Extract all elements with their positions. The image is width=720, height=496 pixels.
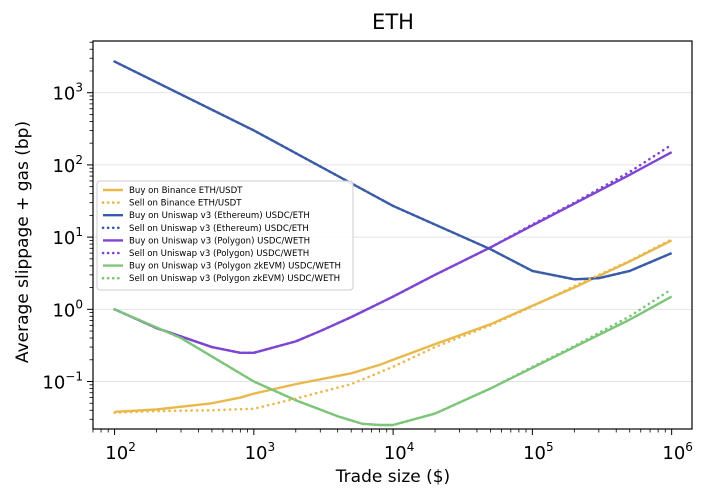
x-tick-label: 105 xyxy=(523,440,554,464)
series-line-2-dotted xyxy=(113,238,673,414)
y-axis-label: Average slippage + gas (bp) xyxy=(13,121,33,363)
x-tick-label: 102 xyxy=(105,440,136,464)
legend-label: Sell on Binance ETH/USDT xyxy=(129,199,242,209)
x-tick-label: 103 xyxy=(245,440,276,464)
legend-label: Sell on Uniswap v3 (Polygon) USDC/WETH xyxy=(129,249,309,259)
axis-ticks: 10−1 100 101 102 103 102 103 104 105 106 xyxy=(42,41,693,464)
plot-frame xyxy=(92,40,693,430)
series-line-8-dotted xyxy=(113,287,673,427)
legend-label: Buy on Uniswap v3 (Polygon) USDC/WETH xyxy=(129,236,310,246)
legend-box xyxy=(96,180,354,291)
chart-title: ETH xyxy=(372,10,414,34)
x-tick-label: 104 xyxy=(384,440,415,464)
x-axis-label: Trade size ($) xyxy=(335,467,450,487)
series-line-5-solid xyxy=(114,151,673,354)
legend-label: Sell on Uniswap v3 (Ethereum) USDC/ETH xyxy=(129,224,309,234)
legend-label: Buy on Binance ETH/USDT xyxy=(129,186,243,196)
y-tick-label: 103 xyxy=(52,81,83,105)
legend-label: Buy on Uniswap v3 (Polygon zkEVM) USDC/W… xyxy=(129,262,341,272)
y-tick-label: 102 xyxy=(52,153,83,177)
y-tick-label: 101 xyxy=(52,225,83,249)
plot-series xyxy=(113,60,673,427)
series-line-4-dotted xyxy=(113,60,673,281)
legend: Buy on Binance ETH/USDT Sell on Binance E… xyxy=(96,180,354,291)
y-tick-label: 10−1 xyxy=(42,370,83,394)
legend-label: Sell on Uniswap v3 (Polygon zkEVM) USDC/… xyxy=(129,274,340,284)
y-tick-label: 100 xyxy=(52,297,83,321)
legend-label: Buy on Uniswap v3 (Ethereum) USDC/ETH xyxy=(129,211,310,221)
x-tick-label: 106 xyxy=(662,440,693,464)
